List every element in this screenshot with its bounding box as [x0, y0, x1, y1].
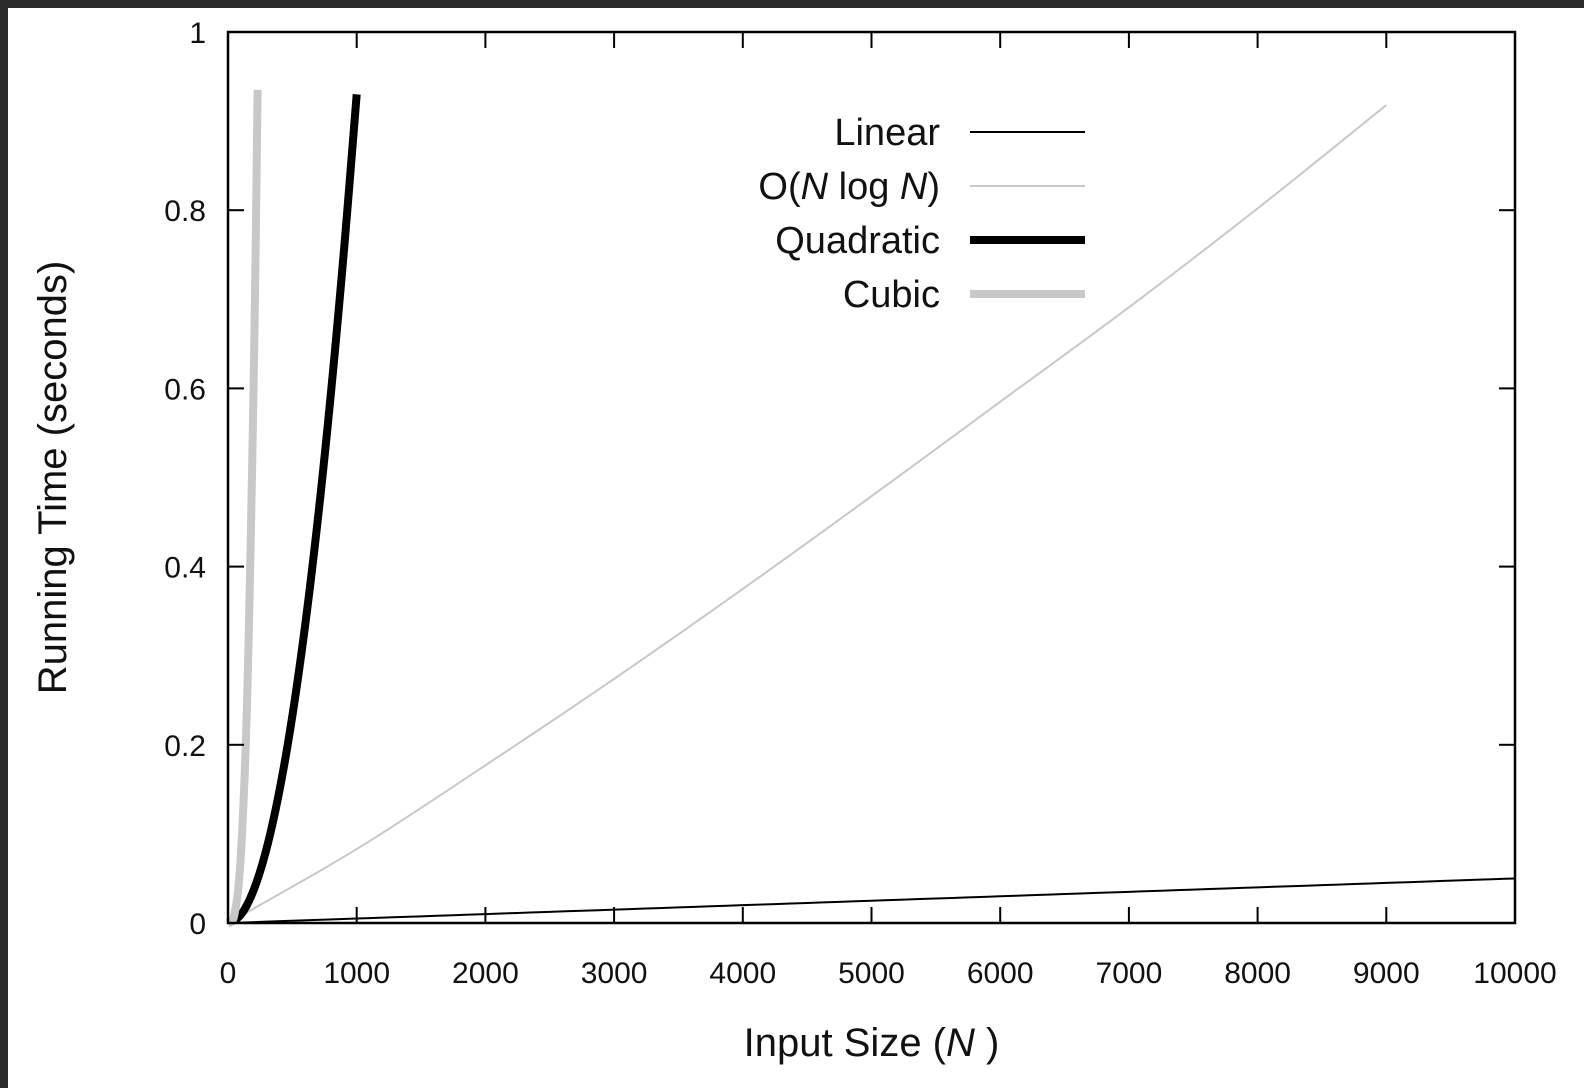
series-line-o-n-log-n — [227, 104, 1387, 924]
series-line-cubic — [224, 89, 262, 927]
y-tick-label: 0.2 — [164, 730, 206, 763]
legend-label-part: ) — [927, 166, 940, 208]
legend-label-part: N — [900, 166, 928, 208]
y-tick-label: 0.6 — [164, 373, 206, 406]
legend-label-quadratic: Quadratic — [775, 220, 940, 262]
axis-ticks — [228, 32, 1515, 923]
x-tick-label: 7000 — [1096, 957, 1163, 990]
x-tick-label: 6000 — [967, 957, 1034, 990]
x-tick-label: 4000 — [709, 957, 776, 990]
legend-label-o-n-log-n: O(N log N) — [758, 166, 940, 208]
x-tick-label: 10000 — [1473, 957, 1556, 990]
x-tick-label: 3000 — [581, 957, 648, 990]
x-tick-labels: 0 1000 2000 3000 4000 5000 6000 7000 8000 9000 100… — [220, 957, 1557, 990]
x-tick-label: 5000 — [838, 957, 905, 990]
y-tick-label: 0.8 — [164, 195, 206, 228]
x-tick-label: 9000 — [1353, 957, 1420, 990]
x-tick-label: 0 — [220, 957, 237, 990]
x-tick-label: 2000 — [452, 957, 519, 990]
legend-label-part: Quadratic — [775, 220, 940, 262]
x-axis-title-part: ) — [975, 1021, 999, 1065]
x-axis-title-part: Input Size ( — [744, 1021, 947, 1065]
plot-lines — [224, 89, 1516, 927]
plot-area-border — [226, 30, 1517, 925]
x-tick-label: 1000 — [323, 957, 390, 990]
y-tick-labels: 0 0.2 0.4 0.6 0.8 1 — [164, 17, 206, 941]
line-chart: 0 1000 2000 3000 4000 5000 6000 7000 8000 9000 100… — [31, 17, 1557, 1065]
legend-label-part: O( — [758, 166, 801, 208]
legend-label-part: N — [801, 166, 829, 208]
y-axis-title: Running Time (seconds) — [31, 261, 75, 695]
x-tick-label: 8000 — [1224, 957, 1291, 990]
legend-label-cubic: Cubic — [843, 274, 940, 316]
x-axis-title: Input Size (N ) — [744, 1021, 1000, 1065]
series-line-linear — [227, 877, 1516, 924]
y-tick-label: 0 — [189, 908, 206, 941]
legend-label-part: log — [828, 166, 900, 208]
legend-label-part: Linear — [834, 112, 940, 154]
series-line-quadratic — [224, 94, 361, 927]
x-axis-title-part: N — [946, 1021, 975, 1065]
legend-label-part: Cubic — [843, 274, 940, 316]
chart-frame: 0 1000 2000 3000 4000 5000 6000 7000 8000 9000 100… — [8, 8, 1584, 1088]
legend-label-linear: Linear — [834, 112, 940, 154]
y-tick-label: 0.4 — [164, 552, 206, 585]
y-tick-label: 1 — [189, 17, 206, 50]
